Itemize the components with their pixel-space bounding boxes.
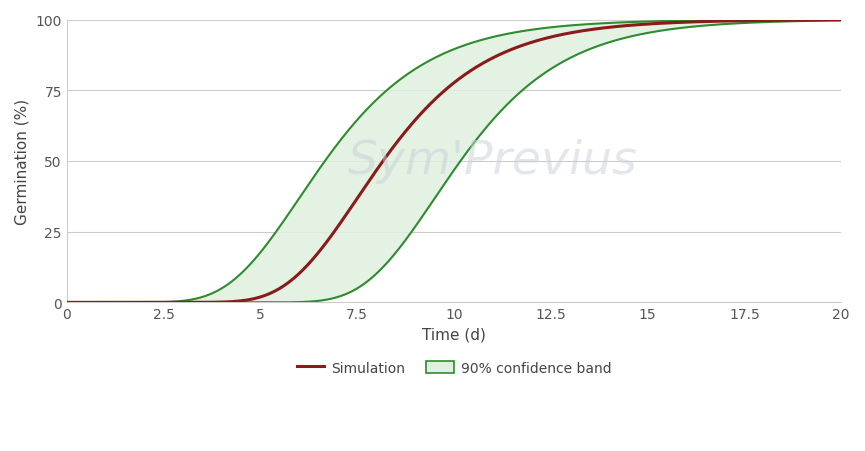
X-axis label: Time (d): Time (d) bbox=[422, 327, 486, 342]
Y-axis label: Germination (%): Germination (%) bbox=[15, 99, 30, 225]
Text: Sym'Previus: Sym'Previus bbox=[348, 139, 638, 184]
Legend: Simulation, 90% confidence band: Simulation, 90% confidence band bbox=[291, 355, 617, 381]
